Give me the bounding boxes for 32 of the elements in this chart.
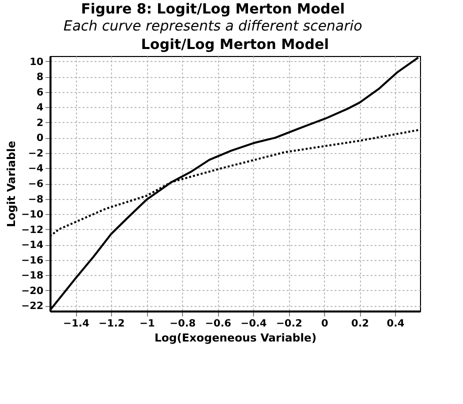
x-tick-label: 0.4 xyxy=(386,318,405,330)
y-tick-label: 6 xyxy=(36,87,44,98)
y-tick-label: −2 xyxy=(28,148,44,160)
y-tick-label: −22 xyxy=(21,301,44,312)
x-tick-label: 0.2 xyxy=(351,318,370,330)
x-tick-label: −0.6 xyxy=(205,318,232,330)
text: Logit/Log Merton Model xyxy=(141,37,329,53)
y-tick-label: 10 xyxy=(30,56,44,68)
y-tick-label: −6 xyxy=(28,179,44,190)
y-tick-label: −20 xyxy=(21,286,44,297)
y-tick-label: −10 xyxy=(21,210,44,221)
x-tick-label: −0.4 xyxy=(240,318,267,330)
y-tick-label: 2 xyxy=(36,118,44,129)
y-tick-label: −4 xyxy=(28,164,44,175)
y-tick-label: −8 xyxy=(28,194,44,206)
x-tick-label: −1 xyxy=(140,318,155,330)
y-tick-label: 8 xyxy=(36,72,44,84)
x-tick-label: 0 xyxy=(321,318,328,330)
x-tick-label: −1.4 xyxy=(63,318,90,330)
y-tick-label: 0 xyxy=(36,133,44,144)
x-tick-label: −0.2 xyxy=(276,318,302,330)
x-tick-label: −1.2 xyxy=(98,318,125,330)
chart-title: Figure 8: Logit/Log Merton Model xyxy=(80,2,345,18)
y-tick-label: −18 xyxy=(21,270,44,282)
y-tick-label: 4 xyxy=(36,102,44,114)
x-tick-label: −0.8 xyxy=(170,318,196,330)
y-tick-label: −12 xyxy=(21,224,44,236)
y-tick-label: −16 xyxy=(21,255,44,266)
x-axis-title: Log(Exogeneous Variable) xyxy=(154,332,317,344)
chart-subtitle: Each curve represents a different scenario xyxy=(63,18,362,34)
y-tick-label: −14 xyxy=(21,240,44,252)
y-axis-title: Logit Variable xyxy=(5,140,18,228)
